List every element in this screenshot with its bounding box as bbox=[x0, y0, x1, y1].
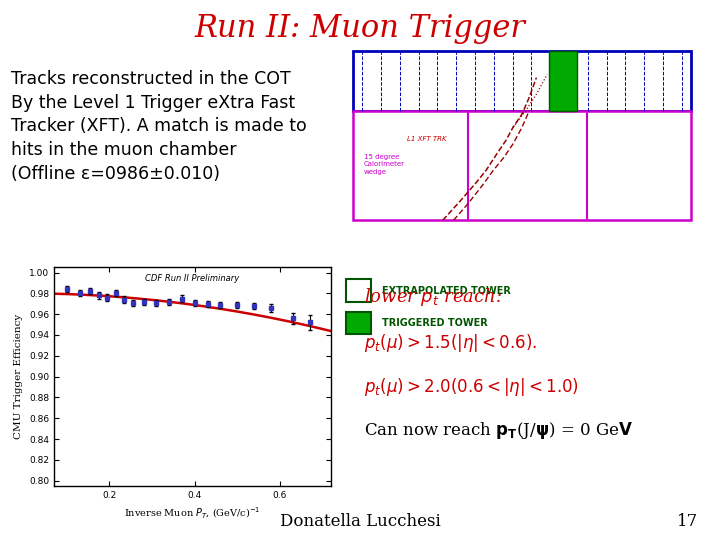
Text: lower $p_t$ reach:: lower $p_t$ reach: bbox=[364, 286, 502, 308]
Y-axis label: CMU Trigger Efficiency: CMU Trigger Efficiency bbox=[14, 314, 24, 439]
Text: L1 XFT TRK: L1 XFT TRK bbox=[407, 136, 446, 142]
Text: Tracks reconstructed in the COT
By the Level 1 Trigger eXtra Fast
Tracker (XFT).: Tracks reconstructed in the COT By the L… bbox=[11, 70, 307, 183]
Bar bbox=[353, 111, 691, 220]
Bar bbox=[346, 312, 371, 334]
Text: $p_t(\mu) > 1.5(|\eta| < 0.6).$: $p_t(\mu) > 1.5(|\eta| < 0.6).$ bbox=[364, 332, 536, 354]
Text: 15 degree
Calorimeter
wedge: 15 degree Calorimeter wedge bbox=[364, 154, 405, 175]
Text: TRIGGERED TOWER: TRIGGERED TOWER bbox=[382, 318, 487, 328]
X-axis label: Inverse Muon $P_T$, (GeV/c)$^{-1}$: Inverse Muon $P_T$, (GeV/c)$^{-1}$ bbox=[125, 505, 261, 521]
Text: $p_t(\mu) > 2.0(0.6 < |\eta| < 1.0)$: $p_t(\mu) > 2.0(0.6 < |\eta| < 1.0)$ bbox=[364, 375, 579, 397]
Text: CDF Run II Preliminary: CDF Run II Preliminary bbox=[145, 274, 240, 283]
Text: EXTRAPOLATED TOWER: EXTRAPOLATED TOWER bbox=[382, 286, 510, 295]
Bar bbox=[353, 51, 691, 111]
Text: 17: 17 bbox=[677, 514, 698, 530]
Text: Can now reach $\mathbf{p_T}$(J/$\mathbf{\psi}$) = 0 Ge$\mathbf{V}$: Can now reach $\mathbf{p_T}$(J/$\mathbf{… bbox=[364, 420, 633, 441]
Bar bbox=[346, 279, 371, 302]
Text: Run II: Muon Trigger: Run II: Muon Trigger bbox=[194, 14, 526, 44]
Text: Donatella Lucchesi: Donatella Lucchesi bbox=[279, 514, 441, 530]
Bar bbox=[549, 51, 577, 111]
